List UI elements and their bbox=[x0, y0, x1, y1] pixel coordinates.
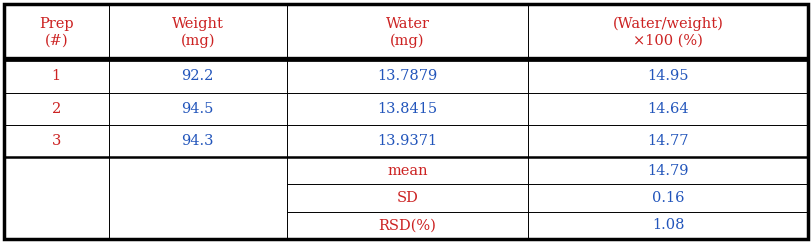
Text: Water
(mg): Water (mg) bbox=[385, 17, 429, 48]
Text: 14.77: 14.77 bbox=[646, 134, 688, 148]
Text: 14.64: 14.64 bbox=[646, 102, 688, 116]
Text: 1: 1 bbox=[52, 69, 61, 84]
Text: 1.08: 1.08 bbox=[651, 218, 684, 232]
Text: (Water/weight)
×100 (%): (Water/weight) ×100 (%) bbox=[612, 17, 723, 47]
Text: RSD(%): RSD(%) bbox=[378, 218, 436, 232]
Text: 13.8415: 13.8415 bbox=[377, 102, 437, 116]
Text: 14.79: 14.79 bbox=[646, 164, 688, 178]
Text: 3: 3 bbox=[52, 134, 61, 148]
Text: 92.2: 92.2 bbox=[182, 69, 213, 84]
Text: Prep
(#): Prep (#) bbox=[39, 17, 74, 47]
Text: 94.3: 94.3 bbox=[182, 134, 214, 148]
Text: SD: SD bbox=[397, 191, 418, 205]
Text: Weight
(mg): Weight (mg) bbox=[172, 17, 223, 48]
Text: 14.95: 14.95 bbox=[646, 69, 688, 84]
Text: 2: 2 bbox=[52, 102, 61, 116]
Text: 13.7879: 13.7879 bbox=[377, 69, 437, 84]
Text: 13.9371: 13.9371 bbox=[377, 134, 437, 148]
Text: mean: mean bbox=[387, 164, 427, 178]
Text: 0.16: 0.16 bbox=[651, 191, 684, 205]
Text: 94.5: 94.5 bbox=[182, 102, 213, 116]
